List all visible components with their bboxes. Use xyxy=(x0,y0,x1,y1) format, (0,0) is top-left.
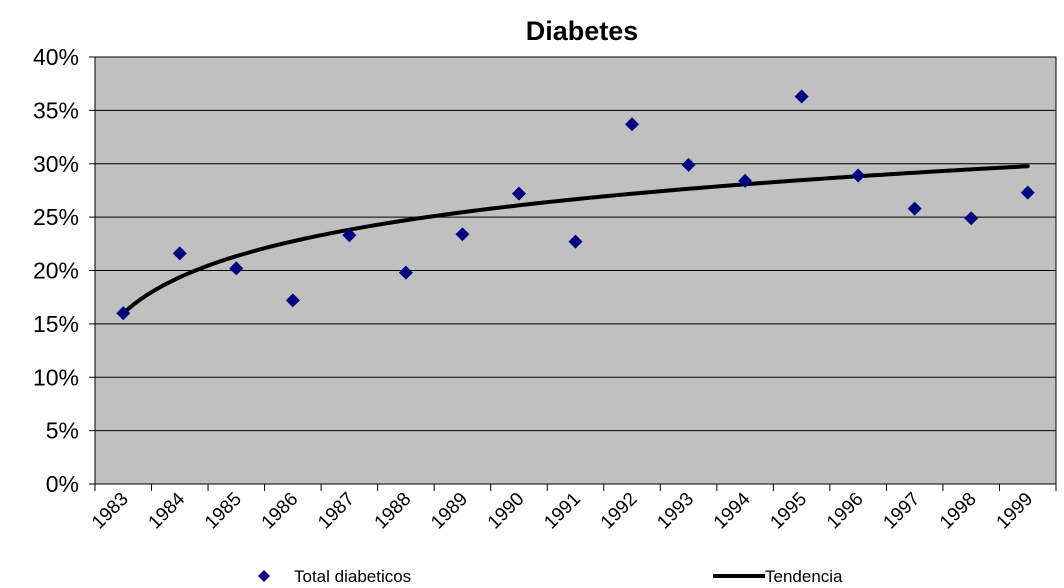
y-tick-label: 35% xyxy=(33,97,79,123)
legend-label-total-diabeticos: Total diabeticos xyxy=(294,567,411,586)
y-tick-label: 40% xyxy=(33,44,79,70)
data-point xyxy=(738,173,753,188)
data-point xyxy=(398,265,413,280)
data-point xyxy=(681,157,696,172)
trendline-layer xyxy=(121,164,1030,316)
gridlines xyxy=(89,56,1057,491)
data-point xyxy=(229,261,244,276)
data-point xyxy=(964,211,979,226)
data-point xyxy=(794,89,809,104)
data-point xyxy=(511,186,526,201)
x-tick-label: 1997 xyxy=(879,489,924,534)
y-tick-label: 10% xyxy=(33,364,79,390)
data-point xyxy=(172,246,187,261)
x-tick-label: 1984 xyxy=(145,488,190,533)
x-tick-label: 1989 xyxy=(427,489,472,534)
data-point xyxy=(116,306,131,321)
y-tick-label: 5% xyxy=(46,418,79,444)
x-tick-label: 1993 xyxy=(653,489,698,534)
chart-title: Diabetes xyxy=(526,16,639,46)
legend-marker-diamond-icon xyxy=(258,570,270,582)
data-point xyxy=(455,227,470,242)
x-tick-label: 1991 xyxy=(540,489,585,534)
legend: Total diabeticos Tendencia xyxy=(258,567,843,586)
x-tick-label: 1985 xyxy=(201,489,246,534)
x-tick-label: 1988 xyxy=(371,489,416,534)
data-point xyxy=(907,201,922,216)
x-axis-tick-labels: 1983 1984 1985 1986 1987 1988 1989 1990 1991 1992… xyxy=(88,488,1037,533)
legend-label-tendencia: Tendencia xyxy=(765,567,843,586)
y-tick-label: 30% xyxy=(33,151,79,177)
y-tick-label: 25% xyxy=(33,204,79,230)
x-tick-label: 1999 xyxy=(993,489,1038,534)
data-point xyxy=(342,228,357,243)
y-axis-tick-labels: 0% 5% 10% 15% 20% 25% 30% 35% 40% xyxy=(33,44,79,497)
data-point xyxy=(568,234,583,249)
data-point xyxy=(625,117,640,132)
y-tick-label: 20% xyxy=(33,258,79,284)
x-tick-label: 1990 xyxy=(484,489,529,534)
data-points-layer xyxy=(116,89,1035,321)
y-tick-label: 15% xyxy=(33,311,79,337)
data-point xyxy=(285,293,300,308)
trendline-tendencia xyxy=(121,164,1030,316)
x-tick-label: 1998 xyxy=(936,489,981,534)
data-point xyxy=(851,168,866,183)
x-tick-label: 1996 xyxy=(823,489,868,534)
x-tick-label: 1983 xyxy=(88,489,133,534)
x-tick-label: 1987 xyxy=(314,489,359,534)
x-tick-label: 1995 xyxy=(766,489,811,534)
x-tick-label: 1992 xyxy=(597,489,642,534)
y-tick-label: 0% xyxy=(46,471,79,497)
data-point xyxy=(1020,185,1035,200)
x-tick-label: 1994 xyxy=(710,488,755,533)
x-tick-label: 1986 xyxy=(258,489,303,534)
